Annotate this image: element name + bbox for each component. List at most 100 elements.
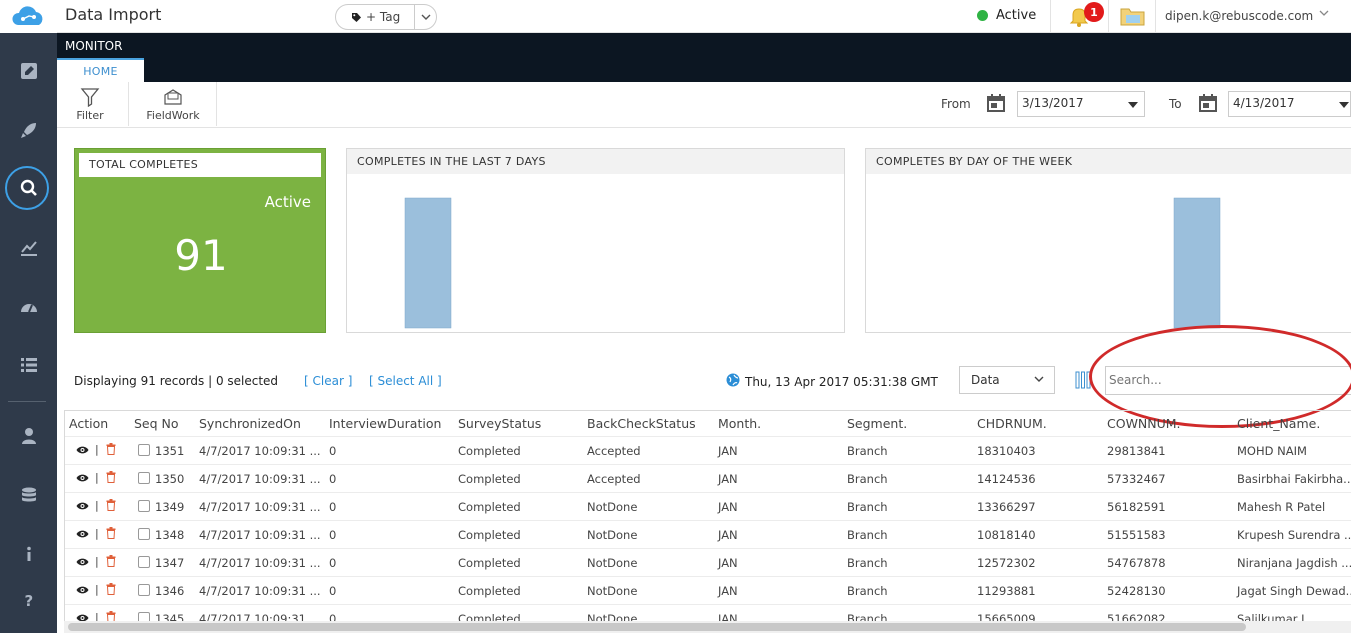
- column-header-segment[interactable]: Segment.: [847, 416, 908, 431]
- column-header-backcheck-status[interactable]: BackCheckStatus: [587, 416, 696, 431]
- info-icon[interactable]: [0, 534, 57, 574]
- delete-trash-icon[interactable]: [106, 583, 116, 595]
- rocket-icon[interactable]: [0, 110, 57, 150]
- from-label: From: [941, 97, 971, 111]
- view-eye-icon[interactable]: [76, 585, 89, 595]
- table-row[interactable]: | 1346 4/7/2017 10:09:31 ... 0 Completed NotD…: [65, 576, 1351, 604]
- table-row[interactable]: | 1348 4/7/2017 10:09:31 ... 0 Completed NotD…: [65, 520, 1351, 548]
- row-checkbox[interactable]: [138, 472, 150, 484]
- cloud-logo-icon[interactable]: [0, 0, 57, 33]
- horizontal-scrollbar[interactable]: [64, 621, 1351, 633]
- column-header-client-name[interactable]: Client_Name.: [1237, 416, 1321, 431]
- sidebar: ?: [0, 0, 57, 633]
- table-row[interactable]: | 1349 4/7/2017 10:09:31 ... 0 Completed NotD…: [65, 492, 1351, 520]
- line-chart-icon[interactable]: [0, 228, 57, 268]
- row-checkbox[interactable]: [138, 528, 150, 540]
- column-header-cownnum[interactable]: COWNNUM.: [1107, 416, 1181, 431]
- last-7-days-chart: [404, 197, 452, 329]
- sidebar-divider: [8, 401, 46, 402]
- records-table: Action Seq No SynchronizedOn InterviewDurat…: [64, 410, 1351, 633]
- tag-dropdown-chevron-icon[interactable]: [414, 5, 436, 29]
- view-eye-icon[interactable]: [76, 613, 89, 623]
- server-timestamp: Thu, 13 Apr 2017 05:31:38 GMT: [745, 375, 938, 389]
- monitor-bar: MONITOR HOME: [57, 33, 1351, 82]
- column-header-survey-status[interactable]: SurveyStatus: [458, 416, 542, 431]
- view-eye-icon[interactable]: [76, 445, 89, 455]
- search-box[interactable]: [1105, 366, 1351, 395]
- delete-trash-icon[interactable]: [106, 555, 116, 567]
- action-separator: |: [95, 555, 99, 568]
- records-summary: Displaying 91 records | 0 selected: [74, 374, 279, 388]
- cell-interview-duration: 0: [329, 528, 337, 542]
- column-header-synchronized-on[interactable]: SynchronizedOn: [199, 416, 301, 431]
- columns-icon[interactable]: [1075, 371, 1091, 389]
- cell-client-name: MOHD NAIM: [1237, 444, 1307, 458]
- column-header-seq-no[interactable]: Seq No: [134, 416, 179, 431]
- fieldwork-label: FieldWork: [146, 108, 200, 122]
- status-dot-icon: [977, 10, 988, 21]
- to-label: To: [1169, 97, 1182, 111]
- tab-home[interactable]: HOME: [57, 58, 144, 82]
- user-icon[interactable]: [0, 416, 57, 456]
- from-calendar-icon[interactable]: [986, 93, 1006, 113]
- filter-button[interactable]: Filter: [69, 82, 111, 126]
- cell-month: JAN: [718, 556, 738, 570]
- search-nav-icon[interactable]: [0, 168, 57, 208]
- top-bar: Data Import + Tag Active 1 dipen.k@rebus…: [57, 0, 1351, 33]
- view-eye-icon[interactable]: [76, 473, 89, 483]
- to-date-picker[interactable]: 4/13/2017: [1228, 91, 1351, 117]
- user-email[interactable]: dipen.k@rebuscode.com: [1165, 9, 1314, 23]
- delete-trash-icon[interactable]: [106, 527, 116, 539]
- cell-cownnum: 51551583: [1107, 528, 1166, 542]
- row-checkbox[interactable]: [138, 556, 150, 568]
- fieldwork-button[interactable]: FieldWork: [140, 82, 206, 126]
- cell-synchronized-on: 4/7/2017 10:09:31 ...: [199, 500, 321, 514]
- row-checkbox[interactable]: [138, 444, 150, 456]
- from-date-picker[interactable]: 3/13/2017: [1017, 91, 1145, 117]
- view-eye-icon[interactable]: [76, 557, 89, 567]
- cell-seq-no: 1351: [155, 444, 185, 458]
- to-calendar-icon[interactable]: [1198, 93, 1218, 113]
- column-header-interview-duration[interactable]: InterviewDuration: [329, 416, 442, 431]
- view-eye-icon[interactable]: [76, 501, 89, 511]
- user-dropdown-chevron-icon[interactable]: [1319, 8, 1329, 19]
- table-row[interactable]: | 1351 4/7/2017 10:09:31 ... 0 Completed Acce…: [65, 436, 1351, 464]
- cell-backcheck-status: NotDone: [587, 528, 638, 542]
- scrollbar-thumb[interactable]: [68, 623, 1246, 631]
- clear-link[interactable]: [ Clear ]: [304, 374, 353, 388]
- search-input[interactable]: [1109, 373, 1339, 387]
- cell-client-name: Krupesh Surendra ...: [1237, 528, 1351, 542]
- topbar-divider: [1050, 0, 1051, 33]
- delete-trash-icon[interactable]: [106, 499, 116, 511]
- table-row[interactable]: | 1350 4/7/2017 10:09:31 ... 0 Completed Acce…: [65, 464, 1351, 492]
- delete-trash-icon[interactable]: [106, 443, 116, 455]
- view-select[interactable]: Data: [959, 366, 1055, 394]
- total-completes-status: Active: [264, 193, 311, 211]
- table-row[interactable]: | 1347 4/7/2017 10:09:31 ... 0 Completed NotD…: [65, 548, 1351, 576]
- database-icon[interactable]: [0, 476, 57, 516]
- app-title: Data Import: [65, 5, 162, 24]
- row-checkbox[interactable]: [138, 584, 150, 596]
- column-header-chdrnum[interactable]: CHDRNUM.: [977, 416, 1047, 431]
- cell-client-name: Niranjana Jagdish ...: [1237, 556, 1351, 570]
- column-header-action[interactable]: Action: [69, 416, 109, 431]
- notification-badge: 1: [1084, 2, 1104, 22]
- cell-chdrnum: 18310403: [977, 444, 1036, 458]
- select-all-link[interactable]: [ Select All ]: [369, 374, 442, 388]
- action-separator: |: [95, 611, 99, 624]
- last-7-days-chart-card: COMPLETES IN THE LAST 7 DAYS: [346, 148, 845, 333]
- total-completes-card: TOTAL COMPLETES Active 91: [74, 148, 326, 333]
- list-icon[interactable]: [0, 345, 57, 385]
- cell-backcheck-status: NotDone: [587, 584, 638, 598]
- svg-text:?: ?: [24, 592, 33, 610]
- add-tag-button[interactable]: + Tag: [335, 4, 437, 30]
- delete-trash-icon[interactable]: [106, 471, 116, 483]
- help-icon[interactable]: ?: [0, 580, 57, 620]
- dashboard-gauge-icon[interactable]: [0, 287, 57, 327]
- row-checkbox[interactable]: [138, 500, 150, 512]
- edit-icon[interactable]: [0, 51, 57, 91]
- cell-month: JAN: [718, 500, 738, 514]
- folder-icon[interactable]: [1120, 5, 1146, 27]
- view-eye-icon[interactable]: [76, 529, 89, 539]
- column-header-month[interactable]: Month.: [718, 416, 762, 431]
